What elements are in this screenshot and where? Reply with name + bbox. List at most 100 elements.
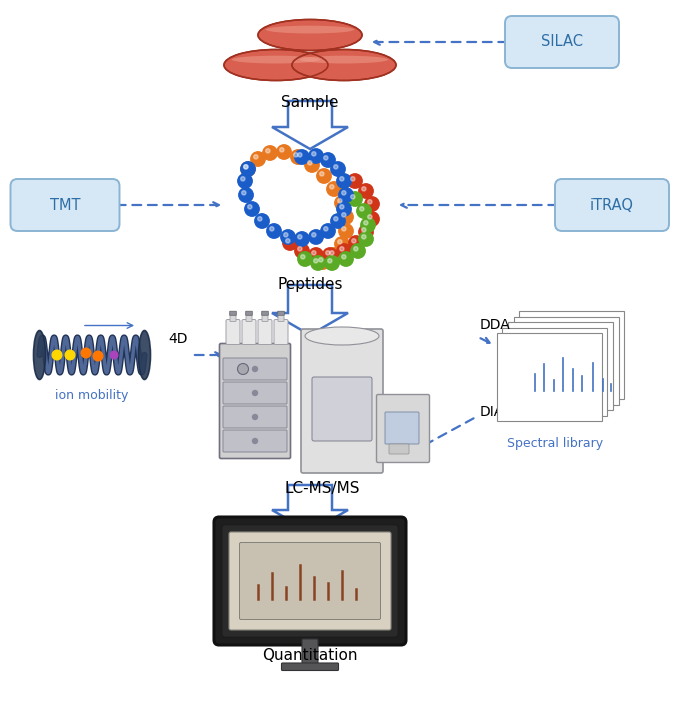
Circle shape — [363, 221, 368, 225]
Circle shape — [327, 247, 341, 262]
Circle shape — [312, 233, 316, 237]
FancyBboxPatch shape — [222, 525, 398, 637]
Circle shape — [352, 239, 356, 243]
Circle shape — [298, 247, 302, 251]
Circle shape — [283, 236, 297, 250]
Circle shape — [311, 256, 325, 270]
Text: LC-MS/MS: LC-MS/MS — [284, 481, 360, 496]
Ellipse shape — [266, 25, 354, 33]
FancyBboxPatch shape — [223, 406, 287, 428]
FancyBboxPatch shape — [389, 444, 409, 454]
Ellipse shape — [292, 49, 396, 81]
Text: Spectral library: Spectral library — [507, 437, 603, 450]
Circle shape — [327, 259, 332, 263]
Circle shape — [342, 191, 346, 195]
Circle shape — [338, 240, 342, 244]
Circle shape — [243, 165, 248, 169]
FancyBboxPatch shape — [281, 663, 338, 670]
Circle shape — [323, 227, 328, 231]
Circle shape — [325, 256, 339, 270]
Circle shape — [295, 150, 309, 164]
FancyBboxPatch shape — [229, 532, 391, 630]
Polygon shape — [272, 285, 348, 335]
Circle shape — [308, 160, 312, 165]
Circle shape — [348, 174, 362, 188]
Circle shape — [263, 146, 277, 160]
Circle shape — [93, 351, 103, 361]
FancyBboxPatch shape — [10, 179, 119, 231]
Circle shape — [357, 204, 371, 218]
Circle shape — [359, 225, 373, 239]
Circle shape — [81, 349, 91, 358]
FancyBboxPatch shape — [230, 313, 236, 322]
FancyBboxPatch shape — [242, 320, 256, 344]
Circle shape — [238, 174, 252, 188]
Circle shape — [258, 216, 262, 221]
Circle shape — [237, 363, 249, 375]
Circle shape — [295, 232, 309, 246]
Ellipse shape — [232, 56, 320, 64]
Polygon shape — [272, 485, 348, 532]
FancyBboxPatch shape — [278, 311, 284, 315]
Circle shape — [316, 255, 330, 269]
FancyBboxPatch shape — [302, 639, 318, 665]
Circle shape — [361, 235, 366, 239]
Circle shape — [65, 350, 75, 360]
Circle shape — [342, 255, 346, 259]
Circle shape — [340, 177, 344, 181]
Circle shape — [339, 252, 353, 267]
Circle shape — [367, 215, 372, 219]
Circle shape — [252, 390, 258, 395]
FancyBboxPatch shape — [508, 322, 613, 410]
Circle shape — [348, 236, 363, 250]
Ellipse shape — [305, 327, 379, 345]
Circle shape — [241, 191, 246, 195]
Circle shape — [348, 192, 362, 206]
FancyBboxPatch shape — [555, 179, 669, 231]
Text: DDA: DDA — [480, 318, 511, 332]
Circle shape — [351, 177, 355, 181]
Circle shape — [338, 199, 342, 203]
FancyBboxPatch shape — [245, 311, 252, 315]
FancyBboxPatch shape — [497, 333, 602, 421]
Circle shape — [340, 205, 344, 209]
Circle shape — [308, 148, 323, 163]
Circle shape — [351, 244, 365, 258]
Circle shape — [340, 247, 344, 251]
Circle shape — [300, 255, 305, 259]
Text: TMT: TMT — [49, 197, 80, 213]
Circle shape — [351, 194, 355, 199]
FancyBboxPatch shape — [502, 327, 607, 416]
Ellipse shape — [300, 56, 388, 64]
FancyBboxPatch shape — [513, 317, 618, 404]
Circle shape — [331, 162, 345, 176]
Circle shape — [285, 239, 290, 243]
Circle shape — [359, 184, 373, 198]
Circle shape — [305, 158, 319, 173]
Polygon shape — [272, 101, 348, 149]
Circle shape — [270, 227, 274, 231]
Circle shape — [330, 251, 334, 255]
FancyBboxPatch shape — [223, 430, 287, 452]
Ellipse shape — [258, 20, 362, 50]
Circle shape — [334, 165, 338, 169]
Circle shape — [291, 150, 305, 164]
Circle shape — [361, 228, 366, 232]
Circle shape — [327, 182, 341, 197]
Circle shape — [321, 153, 335, 167]
Circle shape — [283, 233, 288, 237]
FancyBboxPatch shape — [312, 377, 372, 441]
Circle shape — [339, 188, 353, 202]
Circle shape — [241, 177, 245, 181]
Circle shape — [277, 145, 291, 159]
Circle shape — [314, 259, 318, 263]
FancyBboxPatch shape — [278, 313, 284, 322]
Text: ion mobility: ion mobility — [56, 389, 129, 402]
Circle shape — [325, 251, 330, 255]
FancyBboxPatch shape — [223, 358, 287, 380]
Circle shape — [335, 196, 349, 210]
Circle shape — [367, 199, 372, 204]
FancyBboxPatch shape — [385, 412, 419, 444]
Circle shape — [337, 201, 351, 216]
Circle shape — [52, 350, 62, 360]
